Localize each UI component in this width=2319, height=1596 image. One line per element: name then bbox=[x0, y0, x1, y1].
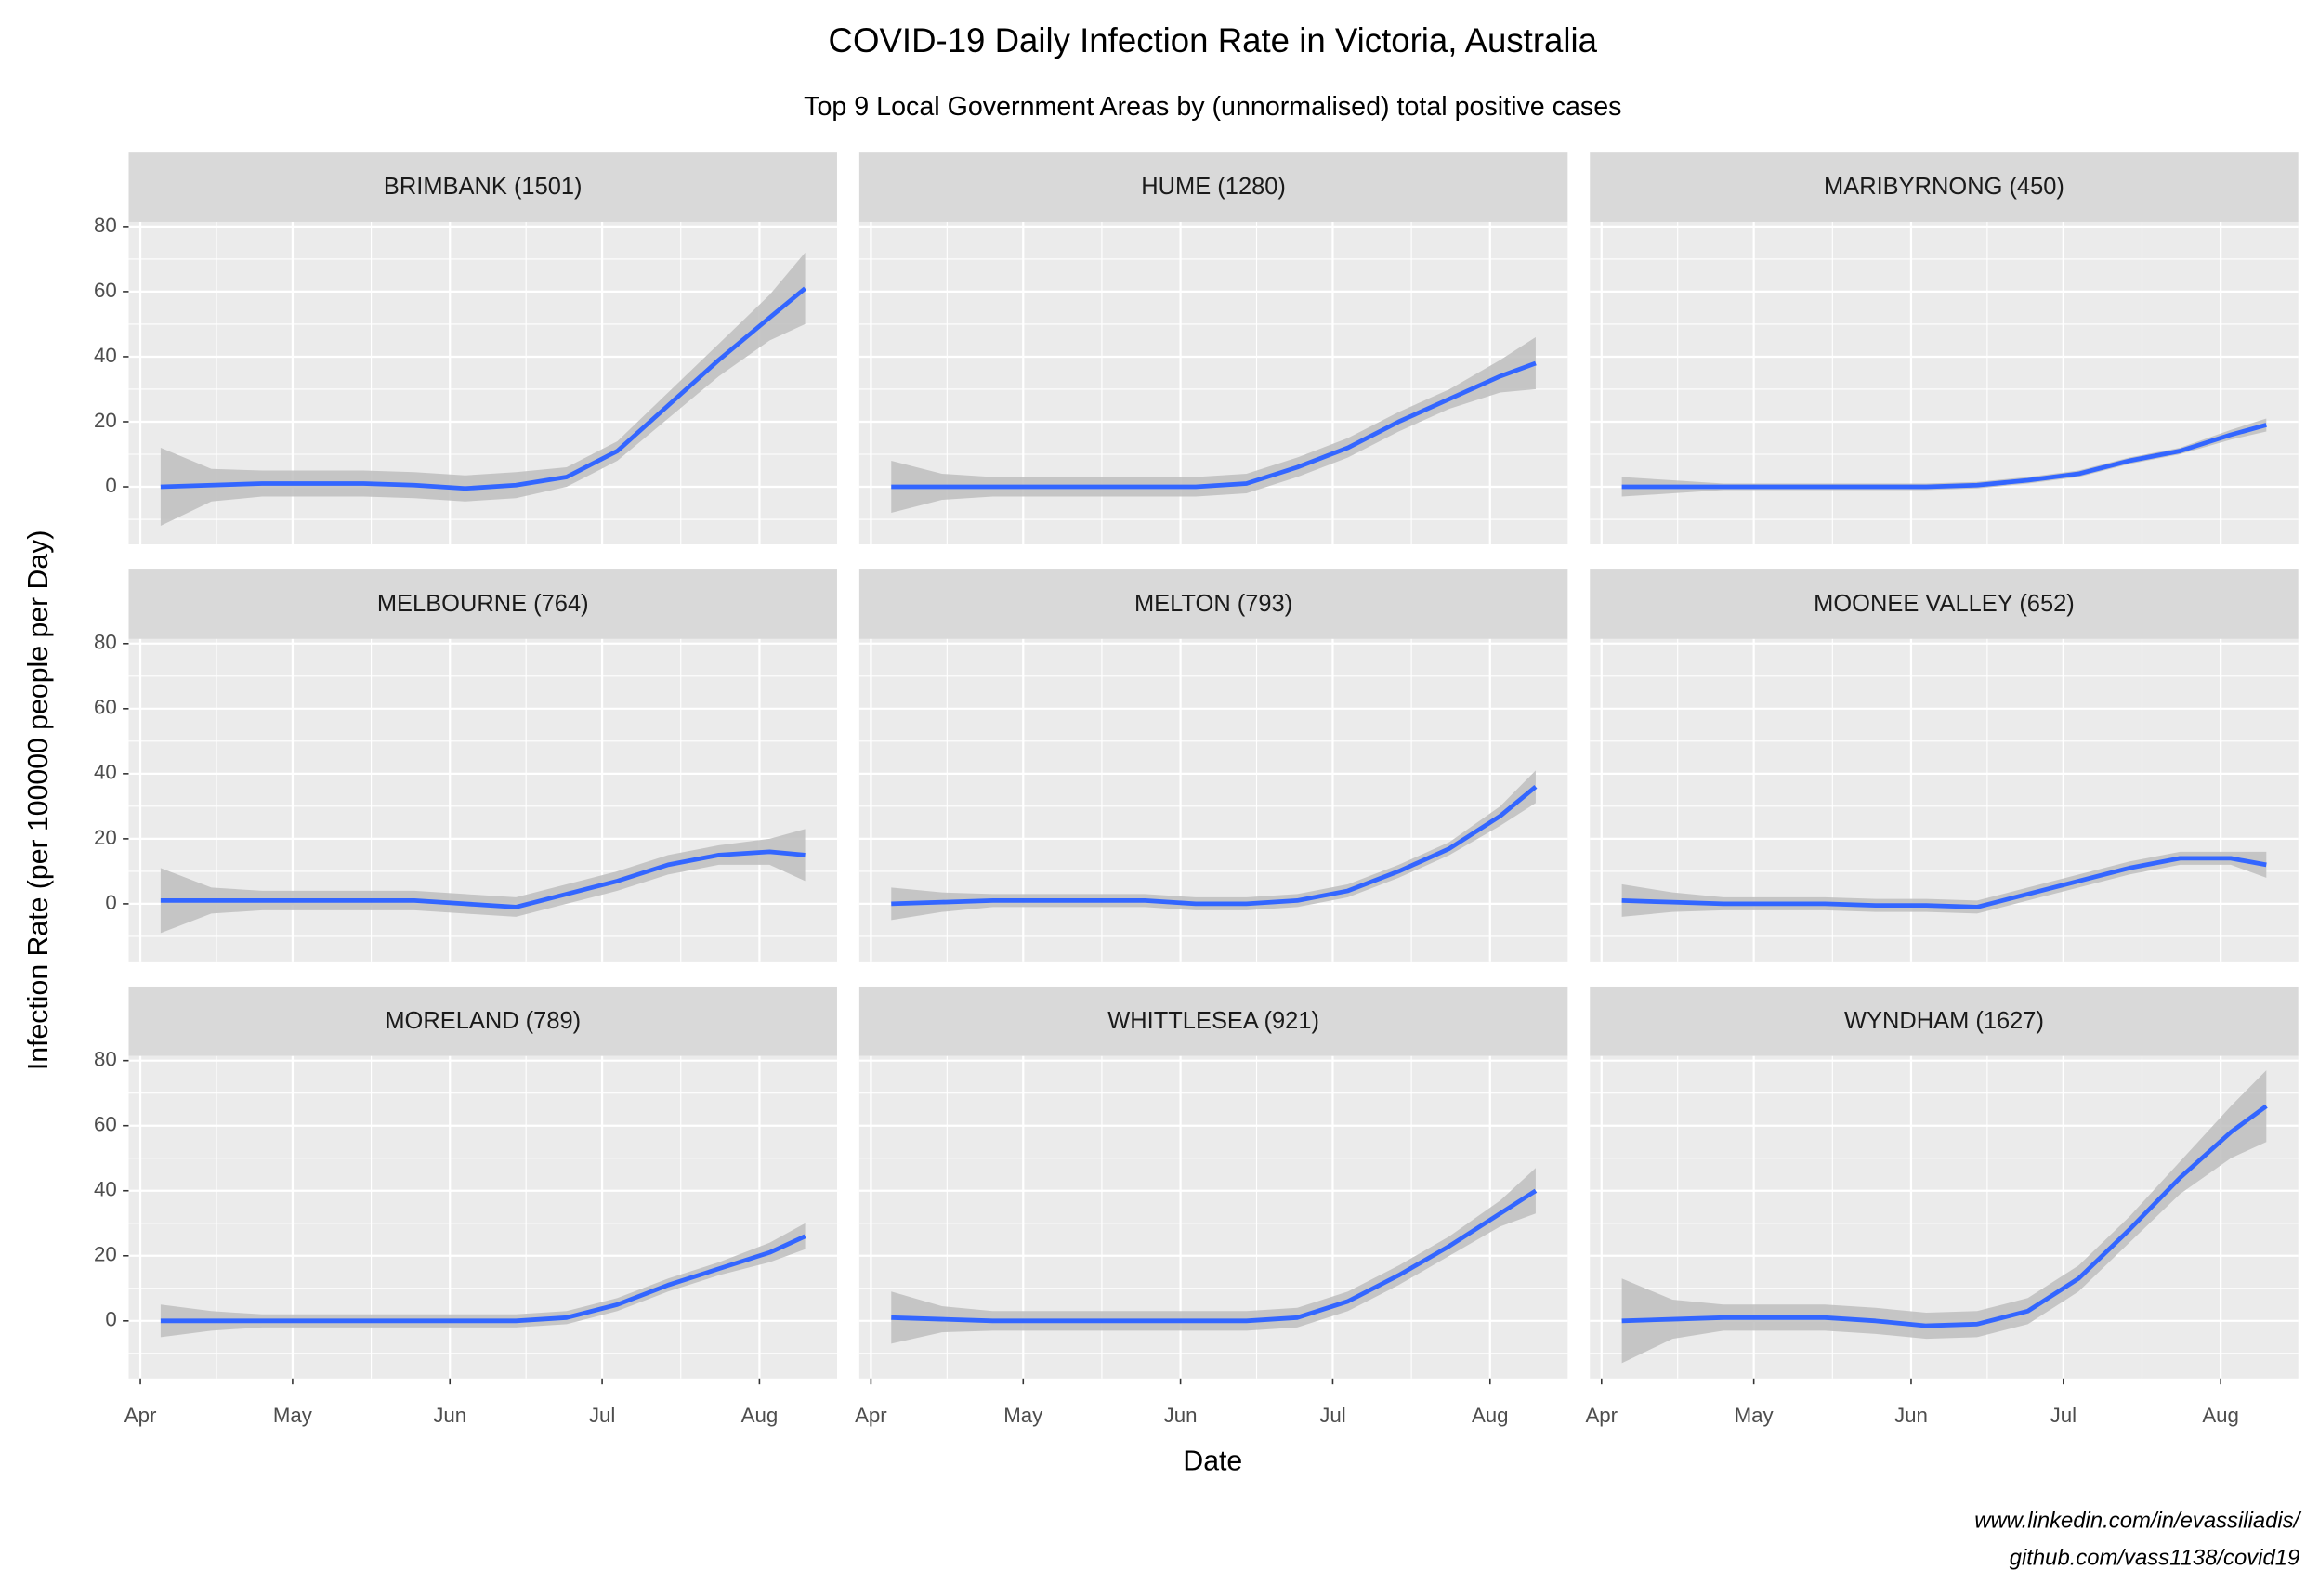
trend-line bbox=[1621, 423, 2267, 490]
strip bbox=[1590, 152, 2299, 222]
x-tick-label: May bbox=[273, 1404, 313, 1427]
strip-label: HUME (1280) bbox=[1141, 174, 1286, 200]
y-tick-label: 60 bbox=[94, 279, 117, 302]
confidence-band bbox=[891, 1168, 1536, 1344]
x-tick-label: Aug bbox=[1472, 1404, 1509, 1427]
panel bbox=[128, 1055, 837, 1379]
strip-label: WYNDHAM (1627) bbox=[1844, 1008, 2044, 1034]
x-tick-label: Jun bbox=[1894, 1404, 1928, 1427]
trend-line bbox=[1621, 1104, 2268, 1328]
confidence-band bbox=[1621, 851, 2267, 917]
caption: github.com/vass1138/covid19 bbox=[2010, 1545, 2300, 1570]
strip bbox=[128, 986, 837, 1056]
x-tick-label: Jul bbox=[1319, 1404, 1345, 1427]
y-tick-label: 40 bbox=[94, 344, 117, 367]
y-tick-label: 0 bbox=[105, 1308, 116, 1331]
strip-label: MORELAND (789) bbox=[385, 1008, 581, 1034]
trend-line bbox=[1621, 856, 2267, 909]
x-axis-label: Date bbox=[1183, 1446, 1242, 1477]
y-axis-label: Infection Rate (per 100000 people per Da… bbox=[23, 530, 54, 1071]
y-tick-label: 20 bbox=[94, 409, 117, 432]
strip bbox=[1590, 569, 2299, 639]
trend-line bbox=[891, 1188, 1538, 1324]
y-tick-label: 40 bbox=[94, 1178, 117, 1201]
x-tick-label: Jul bbox=[589, 1404, 615, 1427]
x-tick-label: Aug bbox=[741, 1404, 779, 1427]
confidence-band bbox=[891, 336, 1536, 514]
trend-line bbox=[160, 849, 806, 909]
panel bbox=[1590, 221, 2299, 544]
panel bbox=[1590, 638, 2299, 962]
x-tick-label: Apr bbox=[855, 1404, 887, 1427]
y-tick-label: 20 bbox=[94, 826, 117, 849]
y-tick-label: 0 bbox=[105, 891, 116, 914]
y-tick-label: 20 bbox=[94, 1243, 117, 1266]
strip-label: BRIMBANK (1501) bbox=[384, 174, 583, 200]
strip-label: MARIBYRNONG (450) bbox=[1824, 174, 2064, 200]
strip bbox=[128, 152, 837, 222]
x-tick-label: Jun bbox=[1164, 1404, 1198, 1427]
x-tick-label: Apr bbox=[124, 1404, 157, 1427]
trend-line bbox=[160, 286, 807, 491]
chart-subtitle: Top 9 Local Government Areas by (unnorma… bbox=[804, 92, 1621, 122]
x-tick-label: Apr bbox=[1585, 1404, 1618, 1427]
y-tick-label: 40 bbox=[94, 761, 117, 784]
y-tick-label: 60 bbox=[94, 1113, 117, 1136]
y-tick-label: 80 bbox=[94, 1048, 117, 1071]
panel bbox=[858, 638, 1568, 962]
confidence-band bbox=[160, 252, 806, 527]
strip bbox=[858, 569, 1568, 639]
x-tick-label: Aug bbox=[2202, 1404, 2239, 1427]
strip-label: WHITTLESEA (921) bbox=[1107, 1008, 1319, 1034]
trend-line bbox=[160, 1234, 806, 1324]
x-tick-label: May bbox=[1735, 1404, 1775, 1427]
strip-label: MELBOURNE (764) bbox=[377, 591, 589, 617]
x-tick-label: Jul bbox=[2050, 1404, 2077, 1427]
x-tick-label: May bbox=[1003, 1404, 1043, 1427]
confidence-band bbox=[1621, 1070, 2267, 1364]
trend-line bbox=[891, 785, 1538, 907]
strip-label: MOONEE VALLEY (652) bbox=[1814, 591, 2075, 617]
strip bbox=[128, 569, 837, 639]
y-tick-label: 60 bbox=[94, 696, 117, 719]
chart-title: COVID-19 Daily Infection Rate in Victori… bbox=[829, 21, 1598, 59]
caption: www.linkedin.com/in/evassiliadis/ bbox=[1974, 1509, 2301, 1534]
strip bbox=[858, 986, 1568, 1056]
trend-line bbox=[891, 360, 1537, 490]
y-tick-label: 80 bbox=[94, 214, 117, 237]
confidence-band bbox=[160, 829, 806, 934]
x-tick-label: Jun bbox=[433, 1404, 466, 1427]
strip-label: MELTON (793) bbox=[1134, 591, 1292, 617]
strip bbox=[858, 152, 1568, 222]
strip bbox=[1590, 986, 2299, 1056]
y-tick-label: 80 bbox=[94, 631, 117, 654]
y-tick-label: 0 bbox=[105, 474, 116, 497]
